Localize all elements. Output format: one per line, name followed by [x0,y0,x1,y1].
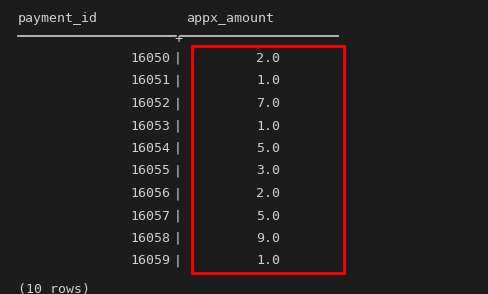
Text: 16057: 16057 [130,210,170,223]
Text: 16058: 16058 [130,232,170,245]
Text: 9.0: 9.0 [256,232,280,245]
Text: 16051: 16051 [130,74,170,88]
Text: 2.0: 2.0 [256,187,280,200]
Text: 16056: 16056 [130,187,170,200]
Bar [192,46,344,273]
Text: +: + [174,33,182,46]
Text: |: | [174,97,182,110]
Text: 1.0: 1.0 [256,74,280,88]
Text: 16052: 16052 [130,97,170,110]
Text: |: | [174,165,182,178]
Text: 5.0: 5.0 [256,142,280,155]
Text: 1.0: 1.0 [256,119,280,133]
Text: 2.0: 2.0 [256,52,280,65]
Text: payment_id: payment_id [18,12,98,25]
Text: 16059: 16059 [130,255,170,268]
Text: 16053: 16053 [130,119,170,133]
Text: 3.0: 3.0 [256,165,280,178]
Text: |: | [174,232,182,245]
Text: |: | [174,210,182,223]
Text: appx_amount: appx_amount [186,12,274,25]
Text: 16055: 16055 [130,165,170,178]
Text: |: | [174,142,182,155]
Text: 16054: 16054 [130,142,170,155]
Text: 5.0: 5.0 [256,210,280,223]
Text: 16050: 16050 [130,52,170,65]
Text: |: | [174,74,182,88]
Text: |: | [174,187,182,200]
Text: 7.0: 7.0 [256,97,280,110]
Text: |: | [174,52,182,65]
Text: |: | [174,119,182,133]
Text: 1.0: 1.0 [256,255,280,268]
Text: (10 rows): (10 rows) [18,283,90,294]
Text: |: | [174,255,182,268]
